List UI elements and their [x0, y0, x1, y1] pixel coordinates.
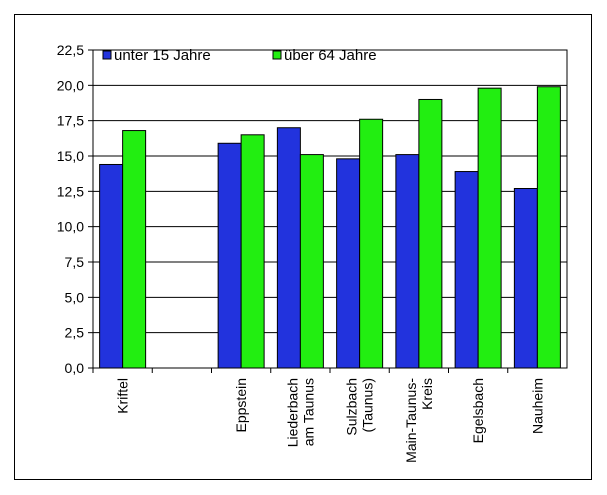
bar-unter-15: [454, 171, 479, 369]
bar-unter-15: [217, 142, 242, 369]
legend: unter 15 Jahre über 64 Jahre: [102, 47, 377, 64]
bar-unter-15: [395, 154, 420, 369]
x-category-label: Kreis: [419, 378, 435, 410]
chart-frame: 0,0 2,5 5,0 7,5 10,0 12,5 15,0 17,5 20,0 22,5 Kri…: [14, 14, 592, 480]
bar-unter-15: [276, 127, 301, 369]
bar-ueber-64: [536, 86, 561, 369]
bar-unter-15: [513, 188, 538, 369]
y-tick-labels: 0,0 2,5 5,0 7,5 10,0 12,5 15,0 17,5 20,0 22,5: [57, 42, 84, 376]
bar-ueber-64: [477, 87, 502, 369]
bar-ueber-64: [418, 98, 443, 369]
bar-ueber-64: [122, 130, 147, 369]
y-tick-label: 15,0: [57, 148, 84, 164]
y-tick-label: 22,5: [57, 42, 84, 58]
y-tick-label: 20,0: [57, 77, 84, 93]
y-tick-label: 5,0: [65, 289, 85, 305]
bar-chart: 0,0 2,5 5,0 7,5 10,0 12,5 15,0 17,5 20,0 22,5 Kri…: [57, 42, 568, 463]
x-category-labels: Kriftel Eppstein Liederbach am Taunus Sulzba…: [115, 378, 546, 463]
y-tick-label: 10,0: [57, 219, 84, 235]
y-tick-label: 2,5: [65, 325, 85, 341]
x-category-label: Liederbach: [284, 378, 300, 447]
x-category-label: Kriftel: [115, 378, 131, 414]
bars: [99, 86, 561, 369]
legend-label: über 64 Jahre: [284, 47, 377, 64]
x-category-label: Sulzbach: [344, 378, 360, 436]
axes: [92, 49, 568, 373]
legend-swatch: [272, 50, 282, 60]
x-category-label: Eppstein: [233, 378, 249, 432]
y-tick-label: 7,5: [65, 254, 85, 270]
y-tick-label: 0,0: [65, 360, 85, 376]
y-tick-label: 12,5: [57, 183, 84, 199]
bar-unter-15: [99, 163, 124, 369]
x-category-label: Main-Taunus-: [403, 378, 419, 463]
x-category-label: am Taunus: [300, 378, 316, 446]
legend-label: unter 15 Jahre: [114, 47, 211, 64]
x-category-label: Egelsbach: [470, 378, 486, 443]
legend-swatch: [102, 50, 112, 60]
bar-ueber-64: [359, 118, 384, 369]
y-tick-label: 17,5: [57, 113, 84, 129]
bar-ueber-64: [299, 154, 324, 369]
x-category-label: (Taunus): [360, 378, 376, 432]
x-category-label: Nauheim: [529, 378, 545, 434]
bar-unter-15: [336, 158, 361, 369]
bar-ueber-64: [240, 134, 265, 369]
